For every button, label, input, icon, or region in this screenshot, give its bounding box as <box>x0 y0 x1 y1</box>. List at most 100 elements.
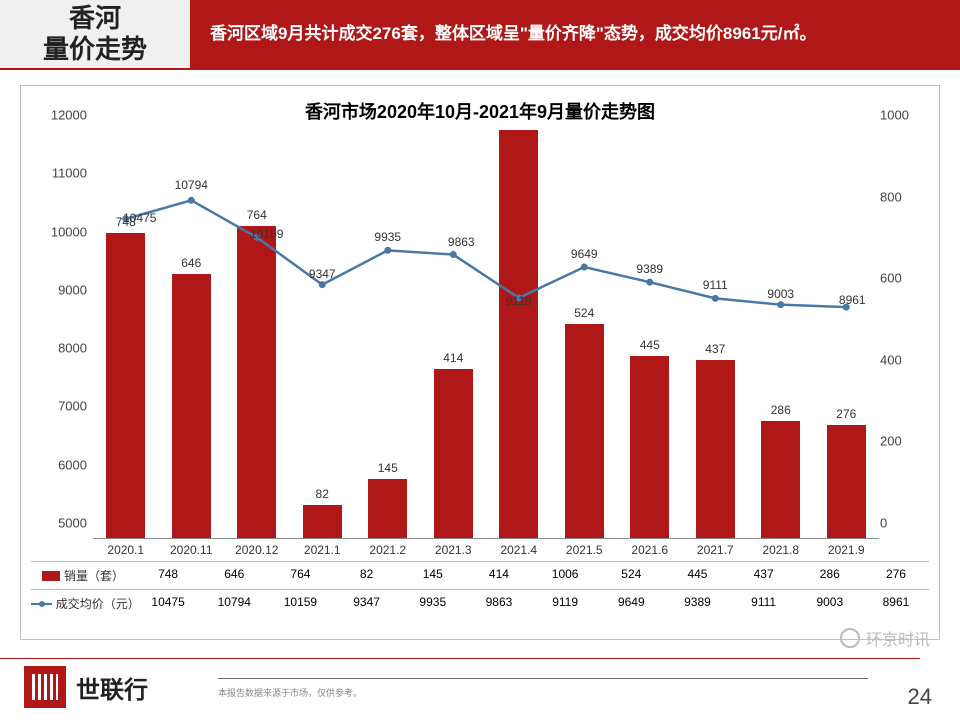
line-value-label: 8961 <box>839 293 866 307</box>
x-axis-label: 2020.12 <box>224 539 290 561</box>
header-summary: 香河区域9月共计成交276套，整体区域呈"量价齐降"态势，成交均价8961元/㎡… <box>190 0 960 68</box>
table-cell: 276 <box>863 562 929 589</box>
x-axis-label: 2021.6 <box>617 539 683 561</box>
line-value-label: 9347 <box>309 267 336 281</box>
bar-value-label: 145 <box>378 461 398 475</box>
chart-title: 香河市场2020年10月-2021年9月量价走势图 <box>21 86 939 130</box>
x-axis-label: 2021.2 <box>355 539 421 561</box>
x-axis-label: 2021.9 <box>814 539 880 561</box>
chart-container: 香河市场2020年10月-2021年9月量价走势图 50006000700080… <box>20 85 940 640</box>
bar: 82 <box>303 505 342 538</box>
bar-column: 82 <box>290 130 356 538</box>
table-cell: 9111 <box>731 590 797 617</box>
bar-value-label: 524 <box>574 306 594 320</box>
table-cell: 9935 <box>400 590 466 617</box>
bar: 445 <box>630 356 669 538</box>
y-left-tick: 9000 <box>33 282 93 297</box>
line-value-label: 9935 <box>374 230 401 244</box>
header-left-block: 香河 量价走势 <box>0 0 190 68</box>
line-swatch-icon <box>31 603 52 605</box>
header-summary-text: 香河区域9月共计成交276套，整体区域呈"量价齐降"态势，成交均价8961元/㎡… <box>210 21 816 47</box>
page-number: 24 <box>908 684 932 710</box>
footer-divider <box>0 658 920 659</box>
legend-bar: 销量（套） <box>31 562 135 589</box>
y-right-tick: 600 <box>874 271 934 286</box>
y-left-tick: 11000 <box>33 166 93 181</box>
y-right-tick: 800 <box>874 189 934 204</box>
line-value-label: 9111 <box>703 278 728 292</box>
table-cell: 9863 <box>466 590 532 617</box>
data-table-row-line: 成交均价（元） 10475107941015993479935986391199… <box>31 589 929 617</box>
bar-column: 437 <box>683 130 749 538</box>
table-cell: 145 <box>400 562 466 589</box>
data-table: 销量（套） 7486467648214541410065244454372862… <box>31 561 929 617</box>
chart-plot-area: 50006000700080009000100001100012000 0200… <box>93 130 879 538</box>
bar: 286 <box>761 421 800 538</box>
bar-column <box>486 130 552 538</box>
line-value-label: 10159 <box>250 227 283 241</box>
bar-column: 276 <box>814 130 880 538</box>
y-left-tick: 10000 <box>33 224 93 239</box>
line-value-label: 10794 <box>175 178 208 192</box>
bar-value-label: 286 <box>771 403 791 417</box>
table-cell: 646 <box>201 562 267 589</box>
bar-column: 145 <box>355 130 421 538</box>
line-value-label: 9119 <box>506 294 532 308</box>
bar: 437 <box>696 360 735 538</box>
table-cell: 9389 <box>664 590 730 617</box>
line-value-label: 9003 <box>767 287 794 301</box>
bar-swatch-icon <box>42 571 60 581</box>
table-cell: 9119 <box>532 590 598 617</box>
x-axis-label: 2021.8 <box>748 539 814 561</box>
x-axis-label: 2021.7 <box>683 539 749 561</box>
bar-column: 414 <box>421 130 487 538</box>
y-right-tick: 400 <box>874 352 934 367</box>
table-cell: 9649 <box>598 590 664 617</box>
y-right-tick: 1000 <box>874 108 934 123</box>
bar <box>499 130 538 538</box>
x-axis-label: 2020.1 <box>93 539 159 561</box>
table-cell: 764 <box>267 562 333 589</box>
y-left-tick: 7000 <box>33 399 93 414</box>
x-axis-label: 2021.4 <box>486 539 552 561</box>
x-axis-label: 2021.5 <box>552 539 618 561</box>
table-cell: 437 <box>731 562 797 589</box>
line-value-label: 9863 <box>448 235 475 249</box>
legend-bar-label: 销量（套） <box>64 567 124 584</box>
slide-header: 香河 量价走势 香河区域9月共计成交276套，整体区域呈"量价齐降"态势，成交均… <box>0 0 960 70</box>
table-cell: 10475 <box>135 590 201 617</box>
x-axis-label: 2021.1 <box>290 539 356 561</box>
table-cell: 9003 <box>797 590 863 617</box>
data-table-row-bar: 销量（套） 7486467648214541410065244454372862… <box>31 561 929 589</box>
bar: 748 <box>106 233 145 538</box>
bar-column: 764 <box>224 130 290 538</box>
bar-column: 524 <box>552 130 618 538</box>
y-right-tick: 0 <box>874 516 934 531</box>
bar-value-label: 414 <box>443 351 463 365</box>
y-left-tick: 12000 <box>33 108 93 123</box>
logo-text: 世联行 <box>76 670 148 705</box>
header-subtitle: 量价走势 <box>43 34 147 65</box>
table-cell: 445 <box>664 562 730 589</box>
table-cell: 9347 <box>334 590 400 617</box>
bar: 764 <box>237 226 276 538</box>
table-cell: 524 <box>598 562 664 589</box>
data-row-bar-values: 748646764821454141006524445437286276 <box>135 562 929 589</box>
header-region-name: 香河 <box>69 3 121 34</box>
y-right-tick: 200 <box>874 434 934 449</box>
x-axis: 2020.12020.112020.122021.12021.22021.320… <box>93 538 879 561</box>
data-row-line-values: 1047510794101599347993598639119964993899… <box>135 590 929 617</box>
y-left-tick: 8000 <box>33 341 93 356</box>
bar: 646 <box>172 274 211 538</box>
y-axis-left: 50006000700080009000100001100012000 <box>33 130 93 538</box>
bar: 145 <box>368 479 407 538</box>
line-value-label: 10475 <box>123 211 156 225</box>
slide-footer: 世联行 本报告数据来源于市场，仅供参考。 24 <box>0 658 960 720</box>
table-cell: 286 <box>797 562 863 589</box>
bar-value-label: 437 <box>705 342 725 356</box>
table-cell: 10794 <box>201 590 267 617</box>
bar-value-label: 764 <box>247 208 267 222</box>
bar-value-label: 646 <box>181 256 201 270</box>
legend-line-label: 成交均价（元） <box>56 595 135 612</box>
y-left-tick: 6000 <box>33 457 93 472</box>
